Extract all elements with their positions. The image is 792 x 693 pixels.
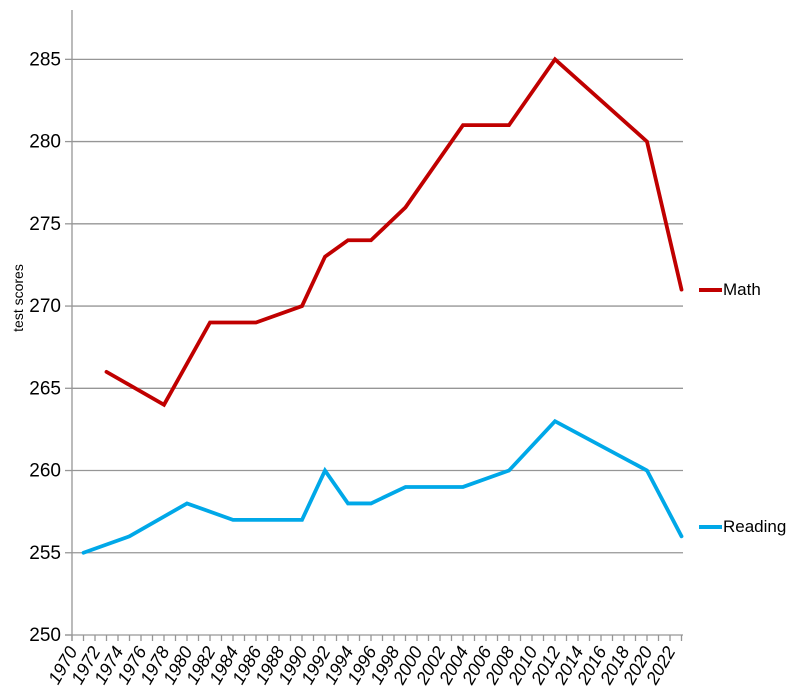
legend-reading-swatch: [699, 525, 722, 529]
y-axis-title: test scores: [10, 264, 26, 332]
legend-math: Math: [699, 280, 761, 300]
legend-reading: Reading: [699, 517, 786, 537]
legend-math-swatch: [699, 288, 722, 292]
math-line: [104, 56, 684, 408]
legend-math-label: Math: [723, 280, 761, 299]
y-tick-label: 250: [29, 625, 61, 646]
y-tick-label: 275: [29, 214, 61, 235]
reading-line: [81, 418, 684, 555]
y-tick-label: 270: [29, 296, 61, 317]
legend-reading-label: Reading: [723, 517, 787, 536]
y-tick-label: 280: [29, 132, 61, 153]
y-tick-label: 285: [29, 49, 61, 70]
y-tick-label: 265: [29, 378, 61, 399]
y-tick-label: 260: [29, 461, 61, 482]
y-tick-label: 255: [29, 543, 61, 564]
